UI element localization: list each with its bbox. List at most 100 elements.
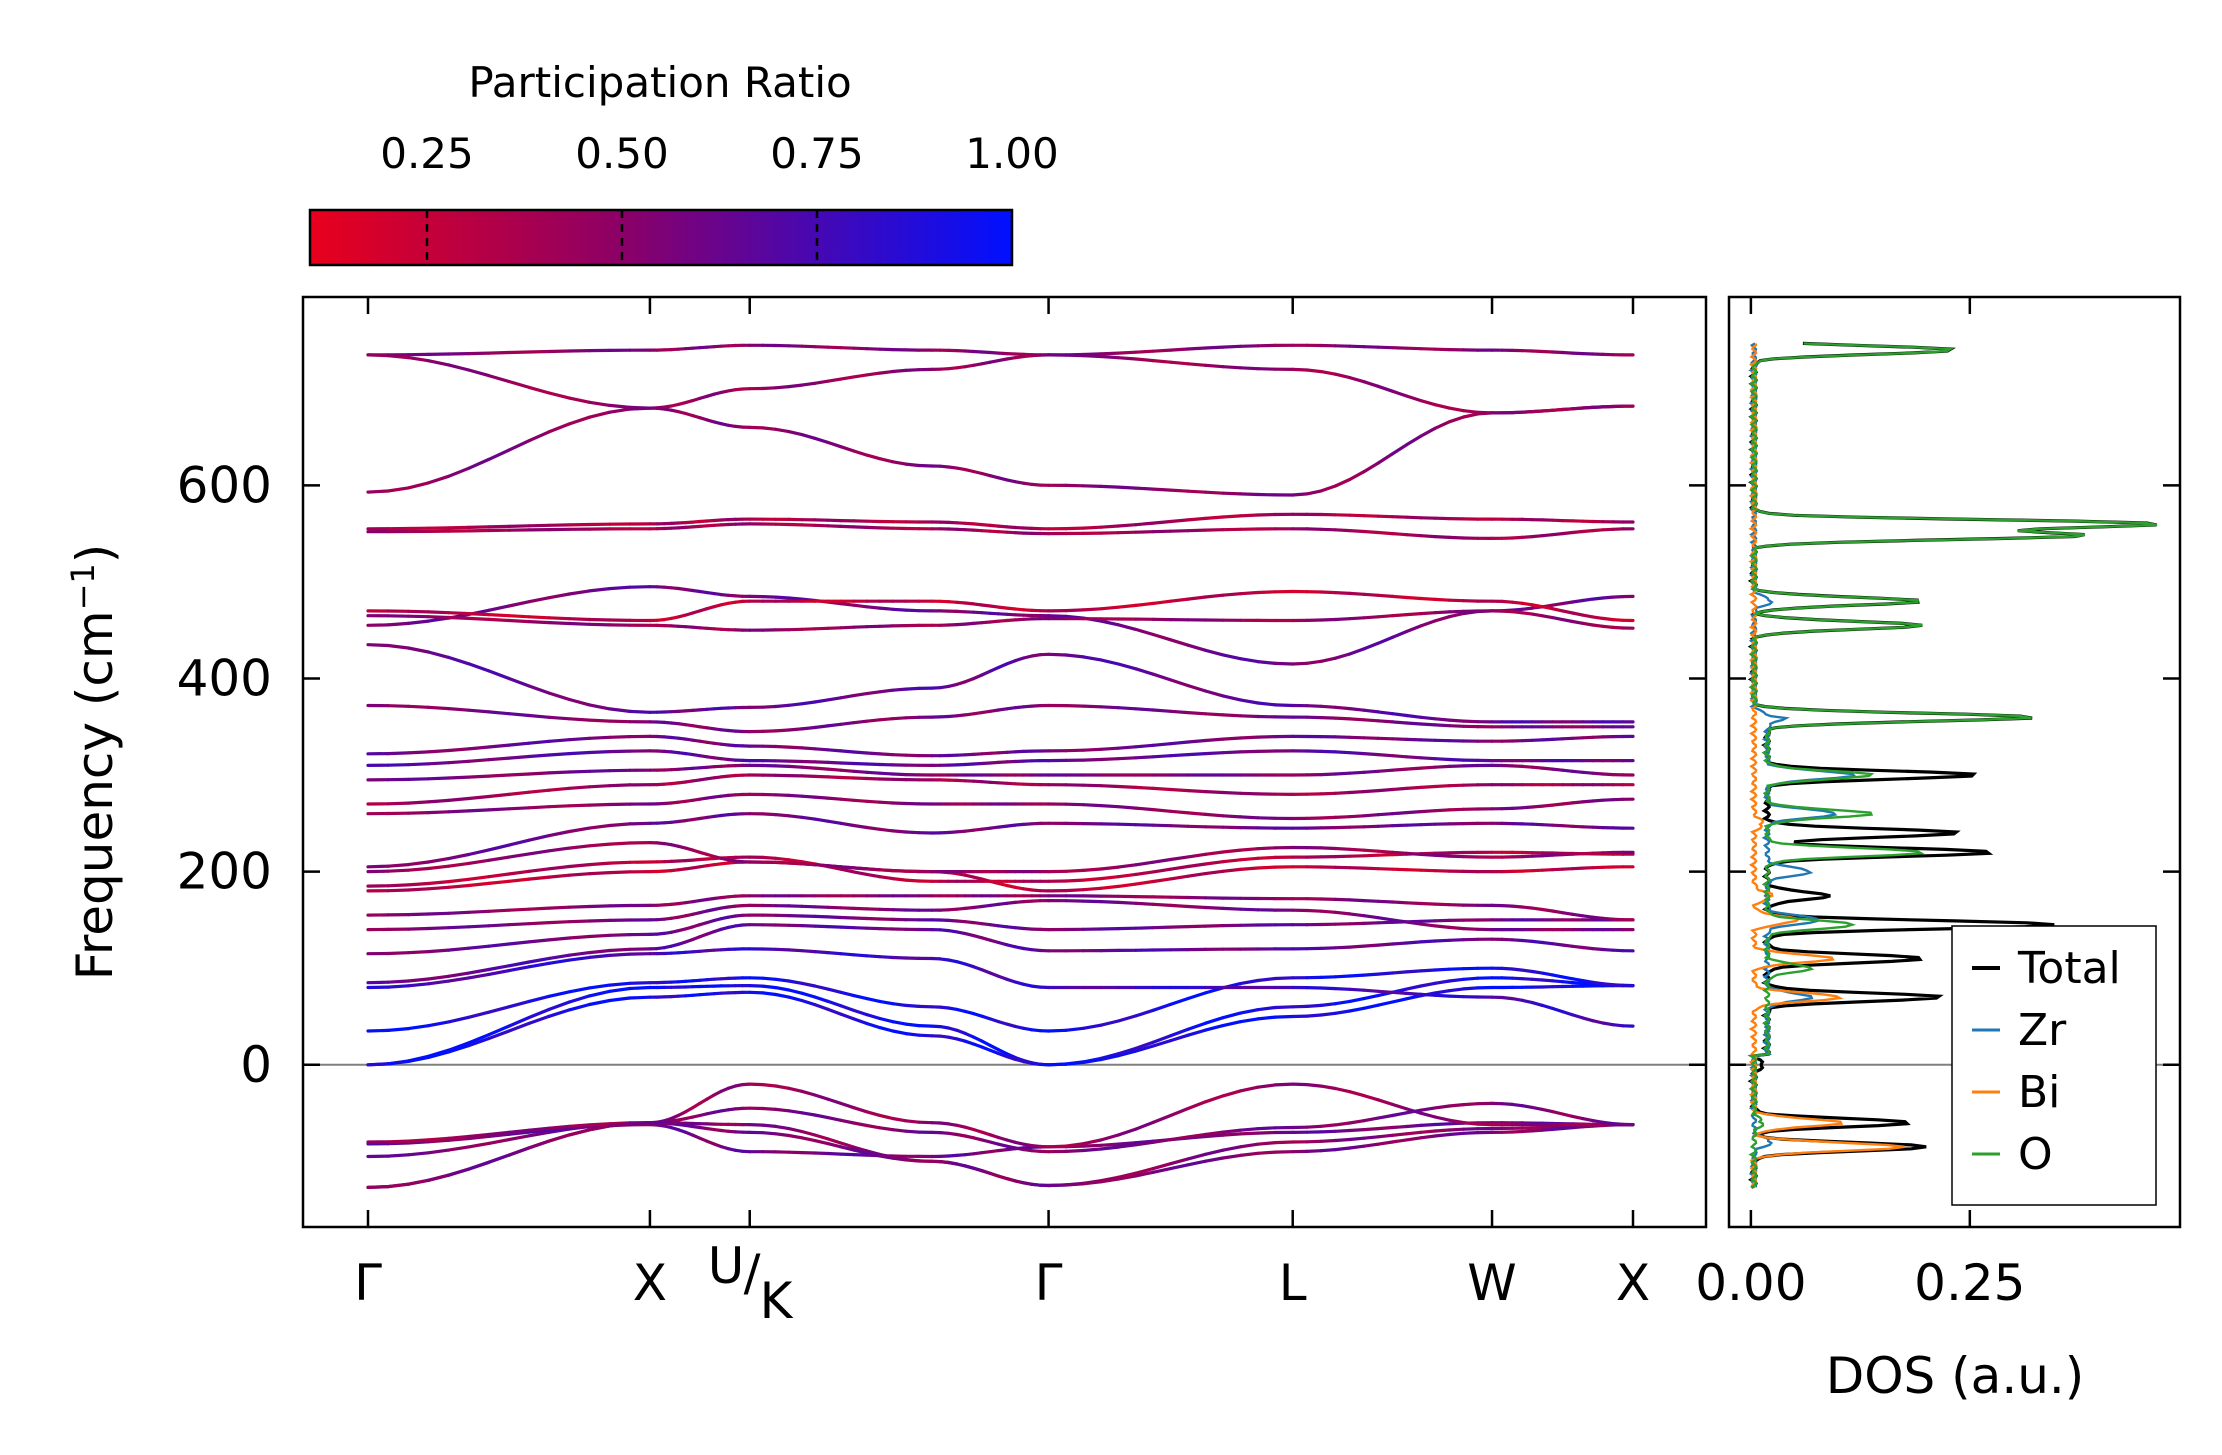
band-segment xyxy=(1447,987,1466,993)
band-segment xyxy=(487,879,511,886)
band-segment xyxy=(587,870,612,876)
band-segment xyxy=(366,864,390,869)
band-segment xyxy=(1134,879,1155,886)
band-segment xyxy=(878,771,895,776)
band-segment xyxy=(1116,756,1138,761)
band-segment xyxy=(787,979,804,985)
band-segment xyxy=(839,1152,856,1157)
band-segment xyxy=(487,710,511,716)
band-segment xyxy=(1419,981,1437,988)
band-segment xyxy=(1447,406,1466,413)
band-segment xyxy=(487,669,511,681)
band-segment xyxy=(1404,868,1423,872)
band-segment xyxy=(1362,1093,1380,1102)
band-segment xyxy=(1099,757,1120,762)
band-segment xyxy=(852,525,869,530)
band-segment xyxy=(447,466,471,478)
band-segment xyxy=(406,949,430,955)
band-segment xyxy=(1099,1177,1120,1184)
band-segment xyxy=(1221,1011,1243,1020)
dos-frame xyxy=(1727,295,2182,1229)
band-segment xyxy=(1348,344,1366,349)
band-segment xyxy=(1447,1102,1466,1108)
band-segment xyxy=(567,1125,592,1130)
band-segment xyxy=(1376,916,1395,922)
band-segment xyxy=(587,735,612,740)
band-segment xyxy=(852,449,869,457)
dos-series-zr xyxy=(1748,342,1857,1188)
band-segment xyxy=(1362,1116,1380,1123)
band-segment xyxy=(1134,627,1155,637)
band-segment xyxy=(1376,719,1395,724)
band-segment xyxy=(1390,823,1409,828)
band-segment xyxy=(1099,658,1120,666)
band-segment xyxy=(567,717,592,722)
band-segment xyxy=(1419,1111,1437,1119)
band-segment xyxy=(800,991,817,999)
band-segment xyxy=(774,703,791,709)
y-tick-label: 400 xyxy=(177,649,272,707)
band-segment xyxy=(406,1024,430,1031)
band-segment xyxy=(1376,971,1395,976)
band-segment xyxy=(1046,1062,1068,1067)
band-segment xyxy=(1390,941,1409,946)
band-segment xyxy=(904,1158,921,1163)
band-segment xyxy=(839,906,856,911)
band-segment xyxy=(406,800,430,805)
band-segment xyxy=(1333,590,1352,596)
band xyxy=(366,1121,1635,1188)
band-segment xyxy=(1419,596,1437,602)
band-segment xyxy=(527,1007,551,1020)
band-segment xyxy=(467,1160,491,1171)
band-segment xyxy=(1319,975,1338,980)
band-segment xyxy=(748,983,765,988)
band-segment xyxy=(826,748,843,753)
band-segment xyxy=(865,916,882,921)
band-segment xyxy=(487,743,511,749)
band-segment xyxy=(1419,611,1437,616)
band-segment xyxy=(1550,350,1565,355)
band-segment xyxy=(628,709,652,714)
band-segment xyxy=(1461,976,1480,981)
band-segment xyxy=(1570,1125,1585,1130)
band-segment xyxy=(826,1097,843,1106)
band-segment xyxy=(1560,350,1575,355)
band-segment xyxy=(547,616,572,621)
band-segment xyxy=(1134,530,1155,534)
band-segment xyxy=(527,920,551,926)
band-segment xyxy=(1168,488,1190,493)
band-segment xyxy=(1064,526,1086,531)
band-segment xyxy=(487,350,511,355)
band-segment xyxy=(1376,530,1395,536)
band-segment xyxy=(547,829,572,838)
band-segment xyxy=(628,821,652,826)
band-segment xyxy=(852,916,869,921)
band-segment xyxy=(1390,737,1409,742)
band-segment xyxy=(1186,362,1208,367)
band-segment xyxy=(527,961,551,969)
band-segment xyxy=(547,786,572,792)
band-segment xyxy=(852,603,869,609)
band-segment xyxy=(487,604,511,612)
band-segment xyxy=(1273,661,1295,666)
band-segment xyxy=(587,622,612,627)
band-segment xyxy=(891,368,908,374)
band-segment xyxy=(839,524,856,529)
band-segment xyxy=(1530,906,1545,912)
band-segment xyxy=(1362,972,1380,977)
y-tick-label: 600 xyxy=(177,456,272,514)
band-segment xyxy=(1540,1107,1555,1114)
band-segment xyxy=(1362,866,1380,871)
band-segment xyxy=(1376,1125,1395,1131)
band-segment xyxy=(891,801,908,806)
band-segment xyxy=(1203,363,1225,369)
band-segment xyxy=(1238,815,1260,820)
band-segment xyxy=(1419,968,1437,973)
band-segment xyxy=(813,379,830,385)
band-segment xyxy=(1134,1040,1155,1051)
band-segment xyxy=(1151,487,1173,492)
band-segment xyxy=(1570,944,1585,950)
band-segment xyxy=(1520,1129,1534,1134)
band-segment xyxy=(447,1043,471,1054)
band-segment xyxy=(1134,601,1155,608)
